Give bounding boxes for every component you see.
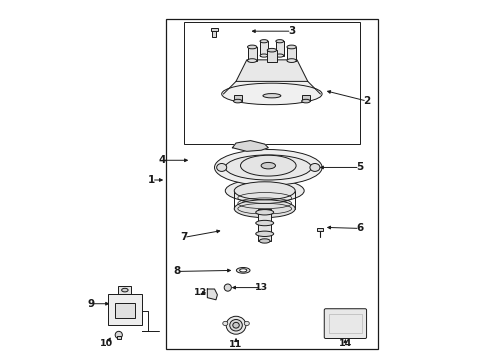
Polygon shape — [223, 81, 320, 98]
Ellipse shape — [221, 83, 322, 105]
Text: 12: 12 — [194, 288, 207, 297]
Ellipse shape — [256, 231, 274, 237]
Text: 13: 13 — [255, 283, 268, 292]
Bar — [234, 95, 242, 101]
Ellipse shape — [240, 269, 247, 272]
Ellipse shape — [302, 99, 310, 103]
Text: 5: 5 — [356, 162, 364, 172]
Ellipse shape — [215, 149, 322, 185]
Ellipse shape — [223, 321, 228, 325]
Bar — [115, 303, 135, 318]
Ellipse shape — [310, 163, 320, 171]
Text: 6: 6 — [356, 224, 364, 233]
Polygon shape — [232, 140, 269, 151]
Ellipse shape — [226, 316, 246, 334]
Ellipse shape — [225, 179, 304, 202]
Bar — [318, 228, 323, 231]
Bar — [258, 209, 271, 241]
Ellipse shape — [236, 267, 250, 273]
Ellipse shape — [259, 239, 270, 243]
Bar — [211, 28, 218, 31]
Bar — [184, 22, 360, 144]
Bar — [212, 28, 216, 37]
Text: 11: 11 — [229, 340, 243, 349]
Ellipse shape — [260, 40, 268, 43]
Bar — [260, 41, 268, 55]
Text: 1: 1 — [148, 175, 155, 185]
Ellipse shape — [287, 59, 296, 62]
Polygon shape — [236, 60, 308, 81]
Polygon shape — [207, 289, 218, 300]
Ellipse shape — [256, 220, 274, 226]
Text: 14: 14 — [339, 339, 352, 348]
Bar — [287, 47, 296, 60]
Bar — [276, 41, 284, 55]
Bar — [247, 47, 257, 60]
Text: 4: 4 — [159, 155, 166, 165]
Ellipse shape — [261, 162, 275, 169]
FancyBboxPatch shape — [108, 294, 142, 324]
Ellipse shape — [241, 155, 296, 176]
Ellipse shape — [234, 182, 295, 200]
Ellipse shape — [234, 200, 295, 218]
Ellipse shape — [256, 210, 274, 215]
Ellipse shape — [217, 163, 227, 171]
Text: 10: 10 — [100, 339, 114, 348]
Ellipse shape — [233, 322, 239, 328]
Text: 2: 2 — [363, 96, 370, 106]
FancyBboxPatch shape — [324, 309, 367, 338]
Bar — [302, 95, 310, 101]
Ellipse shape — [263, 94, 281, 98]
Ellipse shape — [267, 48, 276, 52]
Bar — [117, 336, 121, 338]
Bar — [267, 50, 276, 62]
Bar — [329, 314, 362, 333]
Ellipse shape — [260, 54, 268, 57]
Ellipse shape — [225, 155, 311, 180]
FancyBboxPatch shape — [119, 286, 131, 294]
Ellipse shape — [276, 54, 284, 57]
Ellipse shape — [287, 45, 296, 49]
Circle shape — [115, 331, 122, 338]
Ellipse shape — [234, 99, 242, 103]
Ellipse shape — [247, 59, 257, 62]
Text: 3: 3 — [288, 26, 295, 36]
Bar — [166, 19, 378, 348]
Ellipse shape — [122, 288, 128, 292]
Text: 7: 7 — [180, 232, 188, 242]
Ellipse shape — [230, 319, 243, 331]
Ellipse shape — [247, 45, 257, 49]
Text: 9: 9 — [87, 299, 95, 309]
Circle shape — [224, 284, 231, 291]
Text: 8: 8 — [173, 266, 180, 276]
Ellipse shape — [276, 40, 284, 43]
Ellipse shape — [245, 321, 249, 325]
